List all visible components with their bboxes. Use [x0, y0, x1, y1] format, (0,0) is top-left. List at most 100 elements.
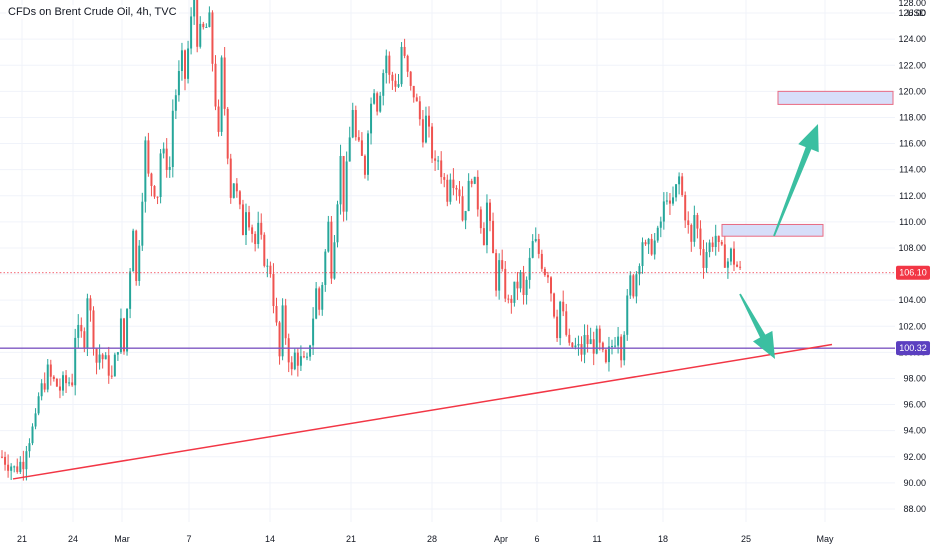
candle-body: [89, 298, 92, 311]
candle-body: [272, 273, 275, 307]
candles: [1, 0, 742, 481]
candle-body: [281, 305, 284, 357]
candle-body: [507, 298, 510, 300]
candle-body: [290, 362, 293, 370]
candle-body: [159, 153, 162, 198]
candle-body: [595, 328, 598, 354]
candle-body: [199, 23, 202, 47]
candle-body: [650, 238, 653, 255]
x-tick-label: 11: [592, 534, 601, 544]
candle-body: [406, 55, 409, 72]
candle-body: [723, 244, 726, 268]
candle-body: [485, 202, 488, 246]
candle-body: [235, 183, 238, 192]
candle-body: [617, 336, 620, 346]
candle-body: [123, 318, 125, 352]
candle-body: [589, 339, 592, 345]
y-tick-label: 104.00: [898, 295, 926, 305]
x-tick-label: 6: [534, 534, 539, 544]
candle-body: [370, 103, 373, 134]
candle-body: [74, 337, 77, 386]
candle-body: [470, 180, 473, 184]
candle-body: [583, 334, 586, 355]
candle-body: [278, 322, 281, 357]
candle-body: [476, 176, 479, 210]
y-tick-label: 124.00: [898, 34, 926, 44]
x-tick-label: May: [816, 534, 834, 544]
candle-body: [107, 355, 110, 376]
candle-body: [83, 331, 86, 348]
candle-body: [711, 242, 714, 248]
upper-target-zone: [777, 90, 894, 105]
candle-body: [473, 176, 476, 184]
chart-title: CFDs on Brent Crude Oil, 4h, TVC: [6, 5, 179, 19]
candle-body: [693, 215, 696, 242]
candle-body: [678, 176, 681, 185]
candle-body: [708, 242, 711, 253]
candle-body: [336, 204, 339, 243]
candle-body: [245, 212, 247, 236]
candle-body: [34, 413, 37, 427]
candle-body: [421, 119, 424, 143]
candle-body: [113, 354, 116, 377]
candle-body: [251, 227, 254, 234]
candle-body: [217, 106, 220, 132]
candle-body: [525, 279, 528, 296]
axes: 88.0090.0092.0094.0096.0098.00100.00102.…: [17, 0, 930, 544]
candle-body: [394, 80, 397, 87]
candle-body: [354, 109, 357, 138]
candle-body: [388, 55, 391, 75]
candle-body: [644, 242, 647, 245]
candle-body: [165, 148, 168, 170]
candle-body: [65, 375, 68, 384]
candle-body: [116, 352, 119, 355]
candle-body: [717, 235, 720, 243]
candle-body: [373, 93, 376, 104]
candle-body: [418, 101, 421, 120]
candle-body: [531, 241, 534, 258]
y-tick-label: 108.00: [898, 243, 926, 253]
candle-body: [528, 257, 531, 280]
candle-body: [668, 200, 671, 204]
candle-body: [342, 156, 345, 212]
x-tick-label: 28: [427, 534, 437, 544]
candle-body: [28, 443, 31, 452]
support-level-badge: [896, 341, 930, 356]
candle-body: [80, 324, 83, 332]
candle-body: [330, 221, 333, 279]
candle-body: [736, 264, 739, 267]
candle-body: [696, 215, 699, 229]
candle-body: [360, 140, 363, 156]
candle-body: [232, 183, 235, 198]
candle-body: [632, 275, 635, 297]
y-tick-label: 88.00: [903, 504, 926, 514]
candle-body: [211, 12, 214, 64]
candle-body: [522, 272, 525, 296]
candle-body: [257, 222, 260, 245]
candle-body: [562, 301, 565, 312]
candle-body: [571, 342, 574, 348]
candle-body: [43, 383, 46, 390]
candle-body: [348, 137, 351, 162]
candle-body: [299, 356, 302, 366]
candle-body: [513, 281, 516, 303]
candle-body: [446, 179, 449, 202]
candle-body: [345, 161, 348, 212]
candle-body: [458, 189, 461, 197]
candle-body: [540, 253, 543, 269]
candle-body: [592, 339, 595, 354]
y-tick-label: 102.00: [898, 321, 926, 331]
candle-body: [229, 158, 232, 198]
candle-body: [510, 298, 513, 303]
candle-body: [86, 298, 89, 348]
candle-body: [626, 295, 629, 335]
candle-body: [699, 228, 702, 250]
y-tick-label: 112.00: [899, 191, 926, 201]
arrow-down-icon: [739, 293, 775, 359]
candle-body: [214, 63, 217, 107]
support-level-badge-text: 100.32: [899, 343, 927, 353]
candle-body: [479, 209, 482, 229]
candle-body: [13, 466, 16, 468]
candle-body: [119, 318, 122, 353]
